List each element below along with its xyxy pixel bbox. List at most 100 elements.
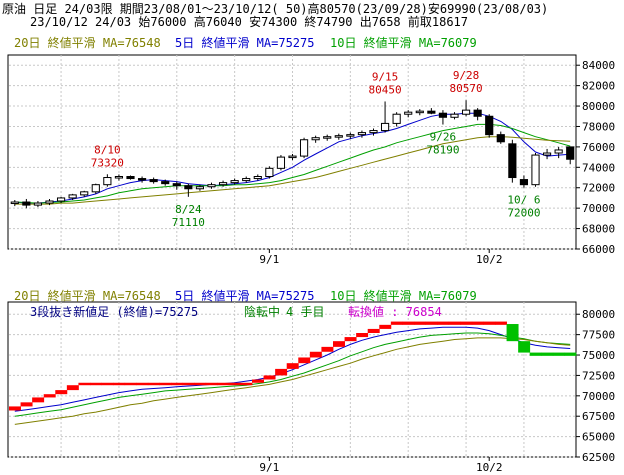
upper-legend-ma20: 20日 終値平滑 MA=76548 [14, 35, 161, 50]
new-price-bar [321, 346, 334, 352]
candle-body [137, 178, 147, 181]
new-price-bar [194, 382, 207, 386]
candle-body [184, 185, 193, 190]
candle-body [242, 178, 251, 182]
new-price-bar [217, 382, 230, 386]
y-tick-label: 62500 [582, 451, 615, 464]
annotation-value: 73320 [91, 156, 124, 169]
new-price-bar [205, 382, 218, 386]
ma5-line [14, 326, 571, 412]
candle-body [311, 137, 320, 141]
annotation-date: 9/28 [453, 69, 480, 82]
y-tick-label: 80000 [582, 100, 615, 113]
y-tick-label: 67500 [582, 410, 615, 423]
new-price-bar [147, 382, 160, 386]
candle-body [218, 182, 228, 186]
y-tick-label: 76000 [582, 141, 615, 154]
new-price-bar [182, 382, 195, 386]
candle-body [369, 130, 378, 134]
new-price-bar [402, 321, 415, 325]
candle-body [68, 194, 77, 199]
candle-body [80, 191, 89, 196]
annotation-value: 80570 [450, 82, 483, 95]
candle-body [415, 110, 424, 114]
candle-body [508, 143, 517, 179]
new-price-bar [390, 321, 403, 325]
candle-body [149, 179, 158, 183]
candle-body [288, 155, 297, 159]
lower-y-ticks: 62500 65000 67500 70000 72500 75000 77500 80000 [576, 308, 615, 464]
new-price-bar [124, 382, 137, 386]
candle-body [22, 201, 31, 206]
new-price-bar [275, 368, 288, 376]
new-price-bar [55, 390, 68, 395]
new-price-bar [9, 406, 21, 411]
candle-body [566, 146, 575, 160]
candle-body [531, 154, 540, 186]
new-price-bar [286, 363, 299, 369]
annotation-value: 78190 [426, 144, 459, 157]
new-price-bar [136, 382, 149, 386]
upper-x-ticks: 9/1 10/2 [259, 249, 502, 266]
candle-body [207, 184, 216, 188]
candle-body [161, 181, 170, 185]
new-price-bar [171, 382, 183, 386]
ma10-line [14, 332, 571, 417]
y-tick-label: 80000 [582, 308, 615, 321]
new-price-bar [101, 382, 114, 386]
candle-body [91, 184, 100, 193]
new-price-bar [252, 379, 264, 383]
candle-body [299, 139, 309, 157]
y-tick-label: 65000 [582, 431, 615, 444]
new-price-bar [66, 385, 79, 391]
candle-body [485, 115, 494, 136]
lower-legend-ma20: 20日 終値平滑 MA=76548 [14, 288, 161, 303]
new-price-bar [333, 341, 345, 347]
x-tick-label: 9/1 [259, 461, 279, 474]
y-tick-label: 70000 [582, 202, 615, 215]
candle-body [103, 177, 112, 186]
candle-body [404, 111, 413, 115]
annotation-value: 80450 [369, 83, 402, 96]
candle-body [265, 167, 274, 178]
candle-body [56, 197, 66, 202]
candle-body [114, 176, 124, 179]
new-price-bar [529, 352, 542, 356]
new-price-bar [414, 321, 426, 325]
upper-grid [9, 55, 576, 250]
new-price-bar [379, 324, 392, 329]
header-line2: 23/10/12 24/03 始76000 高76040 安74300 終747… [30, 14, 468, 29]
new-price-bar [356, 333, 369, 338]
x-tick-label: 9/1 [259, 253, 279, 266]
new-price-bar [90, 382, 102, 386]
candle-body [323, 136, 332, 139]
new-price-bar [471, 321, 484, 325]
candle-body [380, 122, 390, 132]
lower-status-count: 4 手目 [286, 305, 324, 319]
lower-panel: 62500 65000 67500 70000 72500 75000 77500 80000… [7, 288, 615, 474]
x-tick-label: 10/2 [476, 461, 503, 474]
new-price-bar [448, 321, 461, 325]
new-price-bar [483, 321, 496, 325]
new-price-bar [113, 382, 126, 386]
lower-legend-ma5: 5日 終値平滑 MA=75275 [175, 288, 314, 303]
candle-body [519, 179, 529, 186]
y-tick-label: 75000 [582, 349, 615, 362]
ma10-line [14, 123, 571, 204]
candle-body [357, 132, 367, 136]
y-tick-label: 70000 [582, 390, 615, 403]
y-tick-label: 74000 [582, 161, 615, 174]
annotation-date: 9/26 [430, 131, 457, 144]
y-tick-label: 78000 [582, 120, 615, 133]
candle-body [10, 201, 19, 205]
new-price-bar [344, 337, 357, 342]
upper-y-ticks: 66000 68000 70000 72000 74000 76000 78000 80000… [576, 59, 615, 256]
candle-body [346, 134, 355, 137]
candle-body [126, 176, 135, 180]
lower-legend-ma10: 10日 終値平滑 MA=76079 [330, 288, 477, 303]
new-price-bar [309, 351, 322, 358]
y-tick-label: 82000 [582, 80, 615, 93]
new-price-bar [541, 352, 554, 356]
